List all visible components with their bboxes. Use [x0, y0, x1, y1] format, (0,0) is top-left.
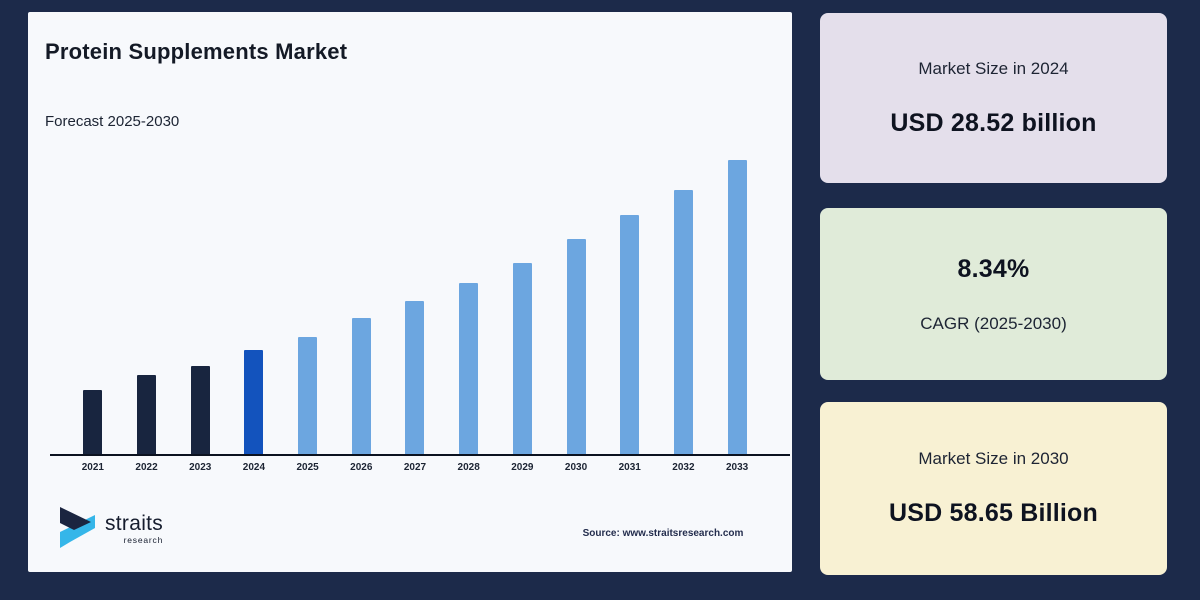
bar-2022 [137, 375, 157, 454]
logo-word-research: research [123, 535, 164, 545]
bar-2030 [566, 239, 586, 454]
bar-2033 [727, 159, 747, 454]
x-axis-labels: 2021 2022 2023 2024 2025 2026 2027 2028 2029 2030… [66, 462, 764, 473]
stat-card-label: Market Size in 2030 [918, 449, 1069, 468]
bar-slot-2023 [173, 152, 227, 454]
logo-text: straits research [105, 513, 163, 545]
x-tick-2026: 2026 [350, 462, 373, 473]
x-tick-2033: 2033 [725, 462, 749, 473]
x-tick-2029: 2029 [511, 462, 534, 473]
x-tick-2031: 2031 [618, 462, 641, 473]
bar-2029 [512, 263, 532, 454]
x-tick-2021: 2021 [81, 462, 104, 473]
x-tick-2022: 2022 [135, 462, 158, 473]
bar-2025 [298, 336, 318, 454]
bar-slot-2028 [442, 152, 496, 454]
x-tick-2025: 2025 [296, 462, 319, 473]
bar-slot-2026 [334, 152, 388, 454]
x-axis-line [50, 454, 790, 456]
stat-card-value: USD 28.52 billion [890, 108, 1097, 137]
x-tick-2028: 2028 [457, 462, 480, 473]
bar-2021 [83, 389, 103, 454]
bar-slot-2029 [496, 152, 550, 454]
bar-2023 [190, 366, 210, 454]
page-title: Protein Supplements Market [45, 39, 348, 64]
straits-research-logo: straits research [58, 505, 163, 553]
stat-card-value: USD 58.65 Billion [888, 499, 1098, 527]
bar-2027 [405, 300, 425, 454]
bar-2024 [244, 349, 264, 454]
chart-panel: Protein Supplements Market Forecast 2025… [28, 12, 792, 572]
bar-slot-2027 [388, 152, 442, 454]
bar-slot-2022 [120, 152, 174, 454]
stat-card-label: Market Size in 2024 [918, 58, 1069, 78]
bar-slot-2025 [281, 152, 335, 454]
bar-2032 [673, 189, 693, 454]
bar-chart: 2021 2022 2023 2024 2025 2026 2027 2028 2029 2030… [50, 152, 790, 492]
bar-slot-2032 [657, 152, 711, 454]
chart-subtitle: Forecast 2025-2030 [45, 113, 180, 130]
logo-word-straits: straits [105, 512, 164, 535]
bar-slot-2024 [227, 152, 281, 454]
stat-card-market-size-2024: Market Size in 2024 USD 28.52 billion [820, 13, 1167, 183]
source-attribution: Source: www.straitsresearch.com [582, 528, 744, 539]
bar-2026 [351, 318, 371, 454]
stat-card-cagr: 8.34% CAGR (2025-2030) [820, 208, 1167, 380]
bar-slot-2021 [66, 152, 120, 454]
bars-area [66, 152, 764, 454]
stat-card-value: 8.34% [957, 254, 1030, 283]
x-tick-2032: 2032 [672, 462, 695, 473]
bar-2031 [620, 215, 640, 454]
x-tick-2030: 2030 [564, 462, 588, 473]
x-tick-2027: 2027 [403, 462, 427, 473]
stat-card-market-size-2030: Market Size in 2030 USD 58.65 Billion [820, 402, 1167, 575]
bar-slot-2030 [549, 152, 603, 454]
straits-logo-icon [60, 507, 95, 548]
bar-slot-2031 [603, 152, 657, 454]
x-tick-2023: 2023 [189, 462, 212, 473]
x-tick-2024: 2024 [242, 462, 266, 473]
stat-card-label: CAGR (2025-2030) [920, 313, 1067, 333]
bar-slot-2033 [710, 152, 764, 454]
bar-2028 [459, 283, 479, 454]
